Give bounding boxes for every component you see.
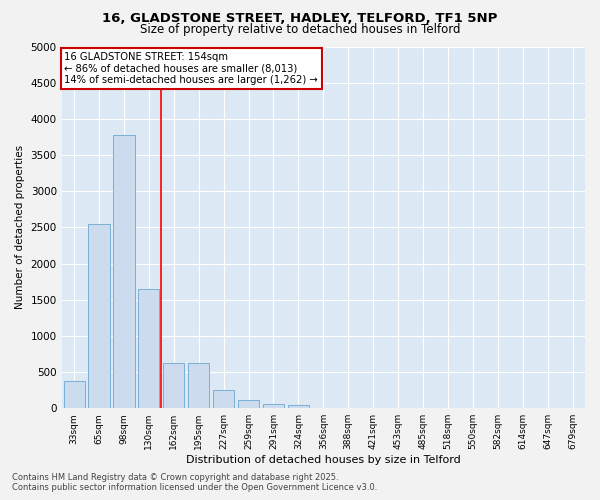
- Text: Contains HM Land Registry data © Crown copyright and database right 2025.
Contai: Contains HM Land Registry data © Crown c…: [12, 473, 377, 492]
- Bar: [64, 380, 85, 408]
- Bar: [113, 135, 134, 408]
- Text: 16, GLADSTONE STREET, HADLEY, TELFORD, TF1 5NP: 16, GLADSTONE STREET, HADLEY, TELFORD, T…: [103, 12, 497, 26]
- Bar: [263, 404, 284, 408]
- Bar: [238, 400, 259, 408]
- Bar: [188, 364, 209, 408]
- Bar: [138, 289, 160, 408]
- Bar: [213, 390, 234, 408]
- Text: Size of property relative to detached houses in Telford: Size of property relative to detached ho…: [140, 24, 460, 36]
- Bar: [88, 224, 110, 408]
- Bar: [163, 364, 184, 408]
- Y-axis label: Number of detached properties: Number of detached properties: [15, 146, 25, 310]
- Bar: [288, 404, 309, 408]
- X-axis label: Distribution of detached houses by size in Telford: Distribution of detached houses by size …: [186, 455, 461, 465]
- Text: 16 GLADSTONE STREET: 154sqm
← 86% of detached houses are smaller (8,013)
14% of : 16 GLADSTONE STREET: 154sqm ← 86% of det…: [64, 52, 318, 85]
